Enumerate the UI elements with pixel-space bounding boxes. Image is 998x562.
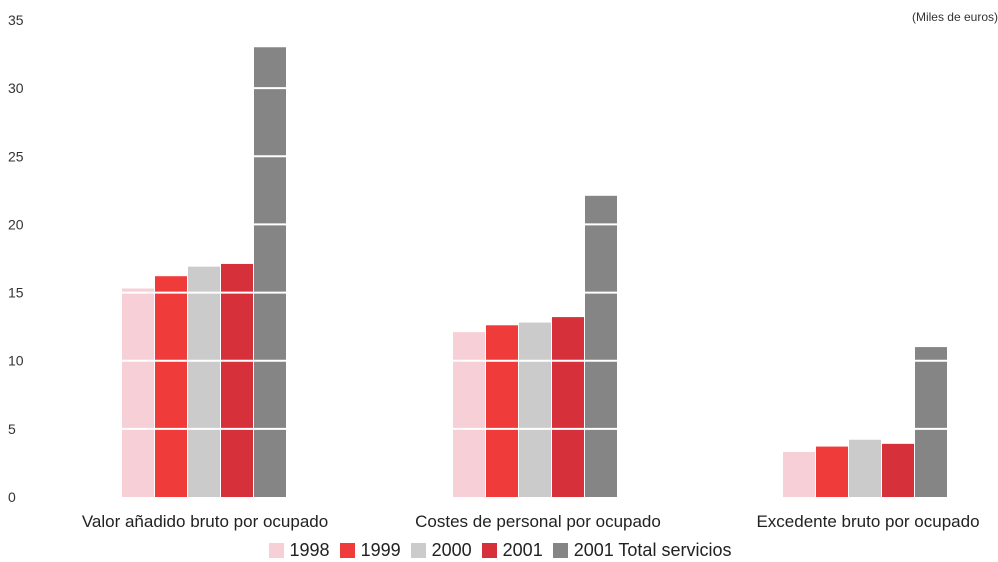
bar-2001: [882, 443, 914, 497]
y-tick-label: 15: [8, 285, 24, 301]
y-axis: 0 5 10 15 20 25 30 35: [8, 12, 24, 505]
gridlines: [122, 87, 947, 430]
legend-swatch: [481, 543, 497, 558]
bar-2000: [188, 266, 220, 497]
bar-2001-total-servicios: [915, 347, 947, 497]
y-tick-label: 35: [8, 12, 24, 28]
legend-swatch: [410, 543, 426, 558]
legend-label: 2001: [502, 540, 543, 560]
bar-2001-total-servicios: [585, 195, 617, 497]
category-label: Costes de personal por ocupado: [415, 512, 661, 531]
bar-1999: [486, 325, 518, 497]
category-label: Valor añadido bruto por ocupado: [82, 512, 328, 531]
bar-1998: [453, 332, 485, 497]
legend-label: 2001 Total servicios: [573, 540, 732, 560]
category-label: Excedente bruto por ocupado: [756, 512, 979, 531]
y-tick-label: 25: [8, 148, 24, 164]
legend-item: 1998: [268, 540, 330, 561]
bar-2001-total-servicios: [254, 47, 286, 497]
bar-1999: [816, 446, 848, 497]
bar-1998: [783, 452, 815, 497]
y-tick-label: 30: [8, 80, 24, 96]
bar-1999: [155, 276, 187, 497]
legend-swatch: [552, 543, 568, 558]
x-axis-labels: Valor añadido bruto por ocupado Costes de…: [82, 512, 980, 531]
y-tick-label: 20: [8, 216, 24, 232]
legend-item: 1999: [339, 540, 401, 561]
legend-item: 2001: [481, 540, 543, 561]
legend-label: 1998: [289, 540, 330, 560]
y-tick-label: 10: [8, 353, 24, 369]
y-tick-label: 5: [8, 421, 16, 437]
legend-label: 1999: [360, 540, 401, 560]
y-tick-label: 0: [8, 489, 16, 505]
bar-2001: [221, 263, 253, 497]
bar-chart: 0 5 10 15 20 25 30 35 Valor añadido bruto por o…: [8, 12, 980, 531]
bar-1998: [122, 288, 154, 497]
legend-item: 2000: [410, 540, 472, 561]
bar-2001: [552, 317, 584, 497]
units-note: (Miles de euros): [911, 10, 998, 24]
bars: [122, 47, 947, 497]
legend-swatch: [268, 543, 284, 558]
bar-2000: [519, 322, 551, 497]
legend: 1998 1999 2000 2001 2001 Total servicios: [0, 540, 998, 561]
legend-label: 2000: [431, 540, 472, 560]
bar-2000: [849, 439, 881, 497]
legend-item: 2001 Total servicios: [552, 540, 732, 561]
legend-swatch: [339, 543, 355, 558]
